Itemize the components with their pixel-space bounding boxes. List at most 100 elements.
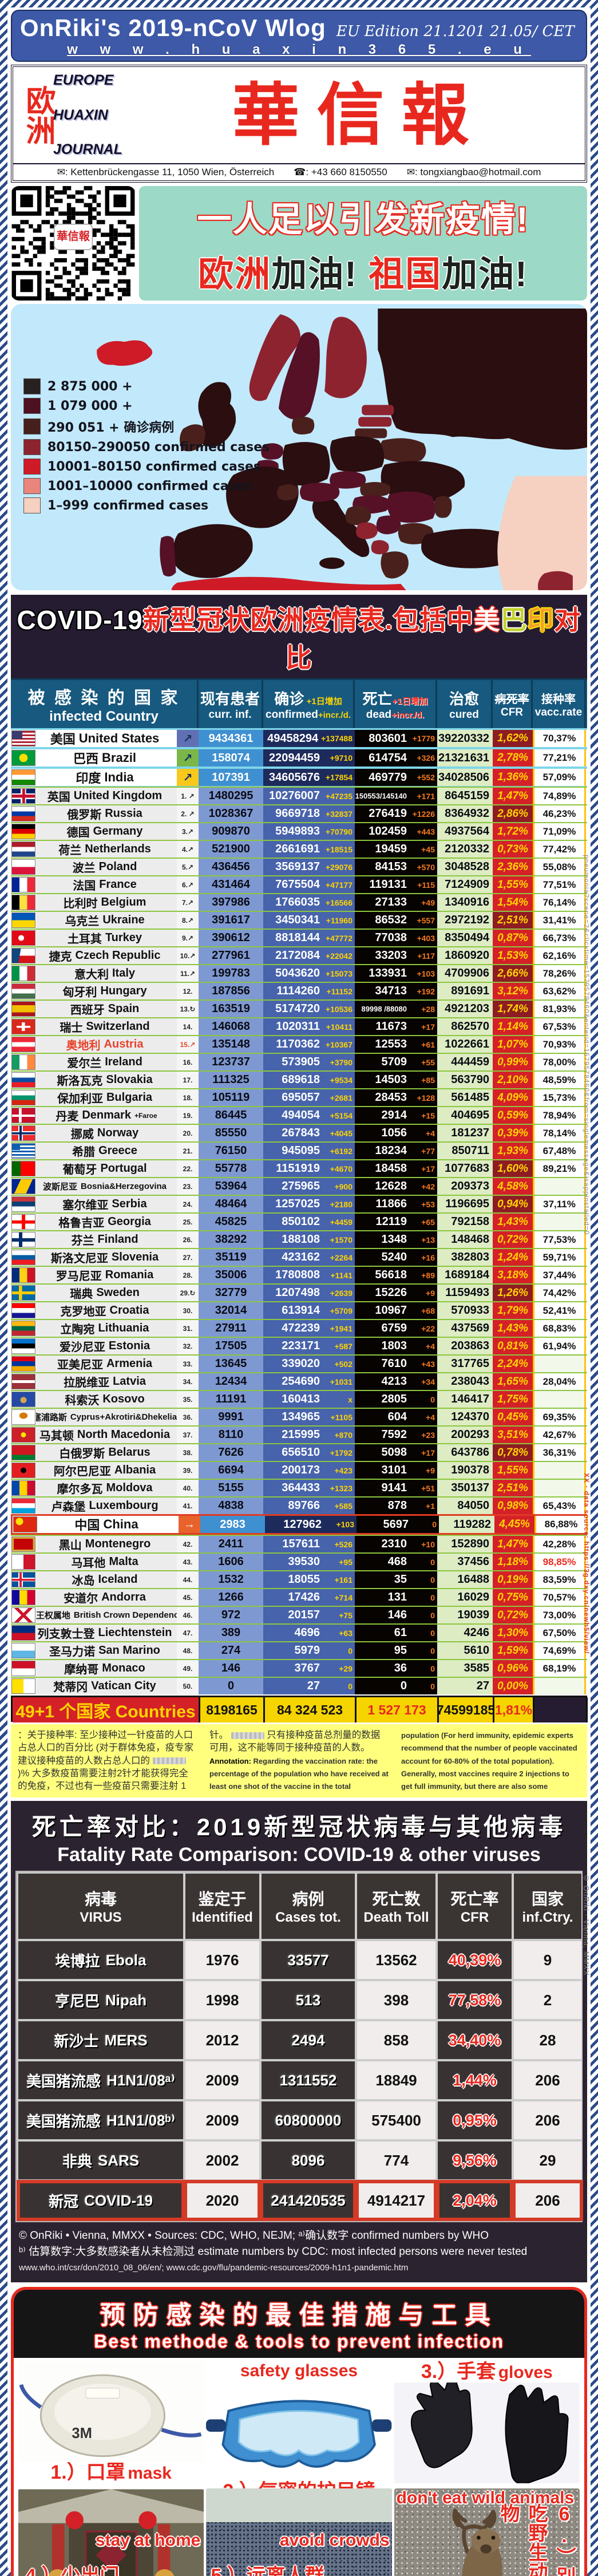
legend-swatch (23, 459, 41, 475)
virus-identified: 1998 (184, 1980, 260, 2020)
virus-identified: 2009 (184, 2100, 260, 2140)
vaccination-rate: 74,42% (533, 1285, 586, 1301)
virus-name: 美国猪流感 H1N1/08ᵇ⁾ (17, 2100, 184, 2140)
legend-swatch (23, 418, 41, 434)
current-infected: 2983 (200, 1516, 265, 1533)
current-infected: 436456 (199, 859, 263, 875)
country-name: 丹麦 Denmark +Faroe (36, 1107, 177, 1124)
dead-total: 5709 +55 (355, 1054, 437, 1070)
cured-total: 1159493 (437, 1285, 493, 1301)
table-row: 印度 India ↗ 107391 34605676 +17854 469779 +… (11, 767, 587, 787)
cfr-value: 0,73% (493, 841, 533, 858)
fat-col-cfr: 死亡率 CFR (437, 1872, 513, 1940)
confirmed-daily-increase: +1941 (330, 1323, 353, 1333)
vaccination-rate: 74,69% (533, 1642, 586, 1659)
rank-indicator: 48. (177, 1642, 199, 1659)
slogan-part: 加油! (271, 255, 369, 294)
rank-indicator: 28. (177, 1267, 199, 1283)
cured-total: 4937564 (437, 823, 493, 840)
virus-name: 埃博拉 Ebola (17, 1940, 184, 1980)
current-infected: 11191 (199, 1391, 263, 1408)
map-switzerland (276, 484, 299, 501)
current-infected: 9434361 (199, 730, 263, 747)
vaccination-rate: 68,83% (533, 1320, 586, 1337)
legend-swatch (23, 378, 41, 394)
dead-total: 803601 +1779 (355, 730, 437, 747)
confirmed-daily-increase: +11960 (326, 915, 353, 925)
dead-daily-increase: +68 (421, 1306, 435, 1315)
dead-daily-increase: 0 (432, 1520, 437, 1529)
country-flag-icon (11, 1321, 35, 1336)
slogan-box: 一人足以引发新疫情! 欧洲加油! 祖国加油! (139, 186, 587, 301)
slogan-part: 加油! (442, 255, 528, 294)
country-flag-icon (11, 1409, 35, 1425)
map-denmark (291, 416, 315, 435)
current-infected: 7626 (199, 1444, 263, 1461)
virus-identified: 2012 (184, 2020, 260, 2060)
confirmed-total: 9669718 +32837 (263, 805, 355, 822)
cfr-value: 2,36% (493, 859, 533, 875)
svg-text:3M: 3M (72, 2425, 92, 2441)
rank-indicator: 38. (177, 1444, 199, 1461)
table-row: 土耳其 Turkey 9.↗ 390612 8818144 +47772 7703… (11, 929, 587, 946)
country-name: 葡萄牙 Portugal (36, 1160, 177, 1177)
contact-email[interactable]: ✉: tongxiangbao@hotmail.com (406, 167, 541, 177)
confirmed-daily-increase: +9710 (330, 753, 353, 762)
legend-label: 290 051 + 确诊病例 (47, 421, 175, 435)
rank-indicator: 40. (177, 1480, 199, 1496)
country-name: 挪威 Norway (36, 1125, 177, 1141)
virus-name: 新沙士 MERS (17, 2020, 184, 2060)
dead-total: 604 +4 (355, 1409, 437, 1425)
country-flag-icon (11, 1179, 35, 1194)
dead-daily-increase: +53 (421, 1199, 435, 1209)
confirmed-total: 1170362 +10367 (263, 1036, 355, 1053)
website-link[interactable]: w w w . h u a x i n 3 6 5 . e u (67, 42, 531, 57)
country-flag-icon (11, 1590, 35, 1605)
vaccination-rate: 68,19% (533, 1660, 586, 1677)
virus-name: 新冠 COVID-19 (17, 2180, 185, 2221)
virus-cfr: 0,95% (437, 2100, 513, 2140)
cured-total: 27 (437, 1678, 493, 1694)
table-row: 摩尔多瓦 Moldova 40. 5155 364433 +1323 9141 +5… (11, 1479, 587, 1496)
total-vacc-empty (534, 1697, 588, 1722)
cured-total: 382803 (437, 1249, 493, 1266)
country-flag-icon (11, 1480, 35, 1496)
legend-item: 10001–80150 confirmed cases (23, 459, 270, 475)
country-name: 摩尔多瓦 Moldova (36, 1480, 177, 1496)
dead-daily-increase: +34 (421, 1377, 435, 1386)
confirmed-total: 7675504 +47177 (263, 876, 355, 893)
rank-indicator: 11.↗ (177, 965, 199, 982)
rank-indicator: 30. (177, 1302, 199, 1319)
confirmed-daily-increase: +18515 (325, 844, 353, 854)
dead-total: 77038 +403 (355, 930, 437, 946)
cfr-value: 0,72% (493, 1231, 533, 1248)
country-flag-icon (11, 1001, 35, 1017)
vaccination-rate: 67,53% (533, 1018, 586, 1035)
confirmed-daily-increase: +29076 (325, 862, 353, 872)
confirmed-daily-increase: +585 (334, 1501, 353, 1511)
country-flag-icon (11, 1285, 35, 1301)
virus-cfr: 1,44% (437, 2060, 513, 2100)
dead-total: 119131 +115 (355, 876, 437, 893)
legend-label: 1001–10000 confirmed cases (47, 479, 252, 493)
slogan-line2: 欧洲加油! 祖国加油! (141, 245, 585, 297)
total-cfr: 1,81% (494, 1697, 534, 1722)
masthead-en-lines: EUROPE HUAXIN JOURNAL (53, 72, 139, 158)
fatality-source-url[interactable]: www.who.int/csr/don/2010_08_06/en/; www.… (19, 2263, 409, 2273)
current-infected: 163519 (199, 1001, 263, 1017)
virus-identified: 1976 (184, 1940, 260, 1980)
current-infected: 390612 (199, 930, 263, 946)
dead-total: 84153 +570 (355, 859, 437, 875)
legend-label: 1 079 000 + (47, 398, 133, 413)
confirmed-daily-increase: +16566 (325, 898, 353, 907)
cured-total: 8645159 (437, 788, 493, 804)
cfr-value: 4,45% (494, 1516, 534, 1533)
table-row: 马耳他 Malta 43. 1606 39530 +95 468 0 37456 1… (11, 1552, 587, 1570)
confirmed-total: 27 0 (263, 1678, 355, 1694)
prevention-header: 预防感染的最佳措施与工具 Best methode & tools to pre… (14, 2289, 584, 2358)
cfr-value: 1,62% (493, 730, 533, 747)
confirmed-total: 34605676 +17854 (263, 769, 355, 786)
confirmed-total: 689618 +9534 (263, 1072, 355, 1088)
table-row: 科索沃 Kosovo 35. 11191 160413 x 2805 0 14641… (11, 1390, 587, 1408)
vaccination-rate: 63,62% (533, 983, 586, 999)
